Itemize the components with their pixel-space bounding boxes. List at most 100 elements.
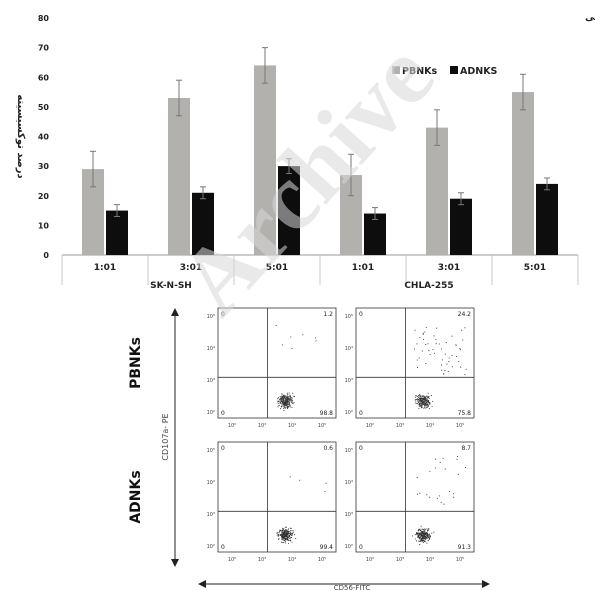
x-tick-label: 10² [366, 557, 374, 563]
bar-pbnks-4 [426, 127, 448, 255]
event-dot [289, 405, 291, 407]
event-dot [277, 397, 279, 399]
event-dot [429, 402, 431, 404]
event-dot [287, 535, 289, 538]
event-dot [278, 400, 280, 403]
event-dot [451, 366, 453, 368]
quadrant-upper-left-value: 0 [221, 445, 225, 452]
event-dot [417, 532, 419, 534]
event-dot [425, 402, 427, 404]
event-dot [422, 332, 424, 334]
event-dot [464, 327, 466, 329]
event-dot [286, 532, 289, 534]
y-axis-arrow-head-up [171, 308, 179, 316]
event-dot [462, 339, 464, 341]
event-dot [286, 536, 289, 538]
y-tick-label: 30 [38, 162, 50, 171]
event-dot [419, 532, 421, 534]
event-dot [426, 403, 428, 405]
event-dot [283, 408, 285, 410]
bar-pbnks-3 [340, 175, 362, 255]
event-dot [280, 541, 283, 543]
event-dot [435, 467, 437, 469]
event-dot [426, 532, 428, 534]
event-dot [427, 535, 429, 537]
event-dot [285, 526, 287, 528]
event-dot [287, 537, 290, 539]
event-dot [416, 359, 418, 361]
event-dot [420, 529, 422, 532]
event-dot [424, 534, 427, 536]
event-dot [277, 534, 280, 536]
event-dot [279, 529, 281, 531]
event-dot [278, 538, 280, 540]
event-dot [453, 496, 455, 498]
event-dot [293, 401, 295, 404]
event-dot [288, 540, 290, 542]
event-dot [444, 369, 446, 372]
event-dot [278, 531, 281, 533]
flow-panel-pbnks-1: 10⁵ 10⁴ 10³ 10² 10² 10³ 10⁴ 10⁵ 0 24.2 0 75.8 [345, 307, 475, 429]
x-tick-label: 10² [366, 423, 374, 429]
event-dot [427, 401, 429, 403]
y-tick-label: 70 [38, 44, 50, 53]
event-dot [421, 402, 423, 404]
event-dot [423, 406, 425, 408]
event-dot [289, 395, 291, 397]
event-dot [292, 530, 294, 532]
event-dot [424, 331, 426, 333]
event-dot [416, 395, 418, 397]
x-tick-label: 10⁴ [288, 423, 296, 429]
event-dot [288, 404, 291, 406]
event-dot [414, 538, 416, 540]
event-dot [284, 529, 287, 531]
event-dot [287, 532, 289, 535]
x-tick-label: 10⁴ [426, 557, 434, 563]
event-dot [428, 529, 430, 531]
event-dot [425, 404, 427, 406]
event-dot [422, 395, 424, 397]
event-dot [429, 535, 431, 537]
event-dot [285, 533, 287, 535]
event-dot [282, 539, 284, 541]
x-tick-label: 10⁴ [288, 557, 296, 563]
event-dot [302, 334, 304, 336]
event-dot [418, 400, 420, 402]
event-dot [287, 400, 289, 402]
event-dot [445, 342, 447, 344]
event-dot [418, 395, 420, 397]
event-dot [423, 404, 425, 406]
group-label: SK-N-SH [150, 281, 192, 291]
event-dot [278, 532, 280, 534]
event-dot [289, 398, 292, 400]
event-dot [456, 458, 458, 460]
event-dot [465, 368, 467, 370]
event-dot [289, 540, 291, 542]
event-dot [286, 398, 289, 400]
event-dot [282, 344, 284, 346]
x-tick-label: 10² [228, 557, 236, 563]
event-dot [277, 400, 279, 402]
y-axis-label: CD107a- PE [161, 413, 170, 460]
event-dot [291, 396, 293, 398]
event-dot [285, 532, 287, 534]
event-dot [426, 494, 428, 496]
event-dot [291, 541, 293, 543]
event-dot [419, 544, 421, 546]
row-label-adnks: ADNKs [128, 470, 144, 523]
event-dot [426, 530, 429, 532]
event-dot [432, 400, 434, 402]
event-dot [279, 399, 281, 401]
x-tick-label: 5:01 [524, 263, 546, 273]
event-dot [287, 531, 289, 533]
quadrant-upper-left-value: 0 [221, 311, 225, 318]
event-dot [288, 534, 290, 537]
event-dot [446, 363, 448, 365]
panel-frame [217, 307, 337, 419]
event-dot [276, 533, 278, 535]
event-dot [426, 535, 428, 537]
event-dot [422, 531, 424, 533]
event-dot [424, 397, 427, 399]
event-dot [421, 539, 423, 541]
event-dot [289, 532, 291, 534]
